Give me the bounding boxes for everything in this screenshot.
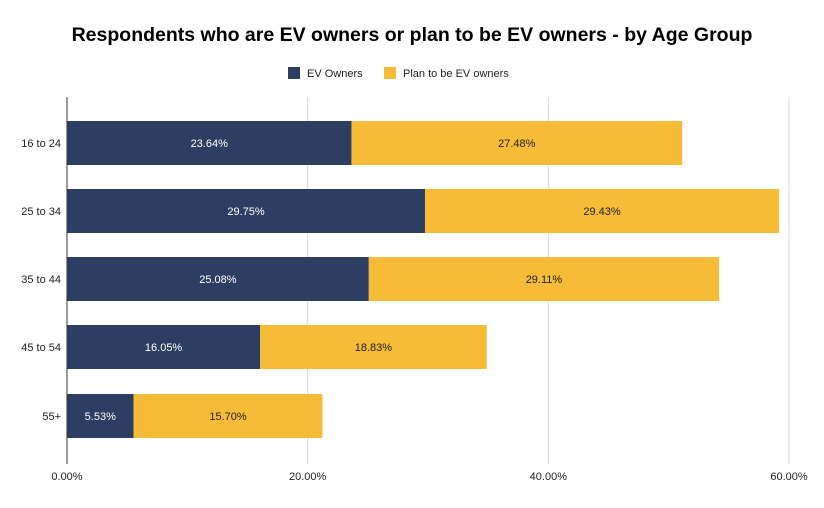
data-label: 29.75% [227,206,265,218]
y-tick-label: 16 to 24 [21,138,61,150]
bar-plan-ev-owners [133,394,323,438]
bar-plan-ev-owners [260,325,487,369]
bar-ev-owners [67,394,134,438]
bar-ev-owners [67,121,352,165]
data-label: 29.11% [526,274,563,286]
x-tick-label: 60.00% [770,471,808,483]
x-tick-label: 0.00% [51,471,82,483]
bar-ev-owners [67,257,369,301]
bar-plan-ev-owners [424,189,780,233]
bar-plan-ev-owners [351,121,683,165]
y-tick-label: 45 to 54 [21,342,61,354]
legend-label-ev-owners: EV Owners [307,68,363,80]
bar-ev-owners [67,325,261,369]
x-tick-label: 20.00% [289,471,327,483]
legend-swatch-ev-owners [288,67,300,79]
data-label: 27.48% [498,138,536,150]
data-label: 5.53% [85,411,116,423]
bar-ev-owners [67,189,425,233]
bar-plan-ev-owners [368,257,720,301]
data-label: 18.83% [355,342,393,354]
data-label: 29.43% [583,206,621,218]
data-label: 16.05% [145,342,183,354]
data-label: 25.08% [199,274,237,286]
data-label: 23.64% [191,138,229,150]
legend-swatch-plan-ev-owners [384,67,396,79]
x-tick-label: 40.00% [530,471,568,483]
y-tick-label: 25 to 34 [21,206,61,218]
y-tick-label: 35 to 44 [21,274,61,286]
legend-label-plan-ev-owners: Plan to be EV owners [403,68,509,80]
data-label: 15.70% [209,411,247,423]
chart-title: Respondents who are EV owners or plan to… [71,24,753,46]
y-tick-label: 55+ [42,411,61,423]
